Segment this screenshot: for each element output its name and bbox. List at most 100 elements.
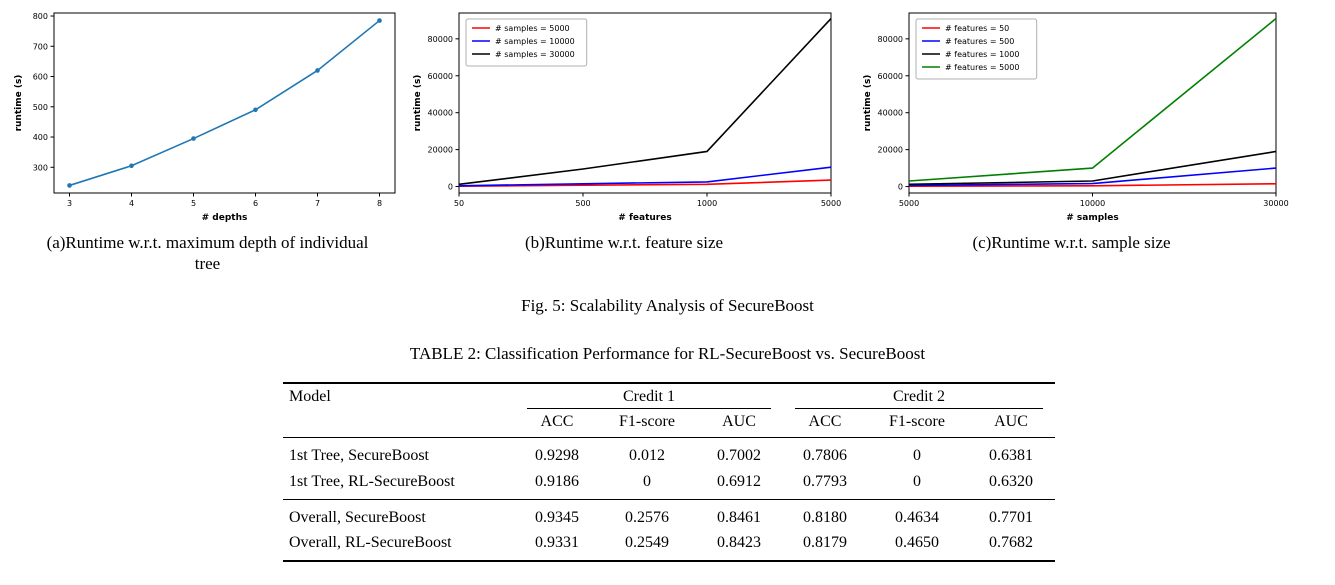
x-tick-label: 500 xyxy=(575,199,590,208)
series-line xyxy=(458,17,832,186)
legend-label: # features = 1000 xyxy=(945,50,1019,59)
data-point-marker xyxy=(129,163,134,169)
value-cell: 0.9331 xyxy=(535,533,579,551)
table-row: 1st Tree, RL-SecureBoost 0.9186 0 0.6912… xyxy=(283,469,1055,500)
series-line xyxy=(908,167,1277,187)
y-tick-label: 60000 xyxy=(428,72,453,81)
value-cell: 0.8180 xyxy=(783,498,867,530)
value-cell: 0.8461 xyxy=(695,498,783,530)
table-subheader-row: ACC F1-score AUC ACC F1-score AUC xyxy=(283,409,1055,439)
y-axis-label: runtime (s) xyxy=(863,75,873,132)
value-cell: 0 xyxy=(913,472,921,490)
table-subheader-auc-2: AUC xyxy=(967,409,1055,439)
legend-box xyxy=(465,18,588,67)
y-axis-label: runtime (s) xyxy=(14,75,24,132)
value-cell: 0.7002 xyxy=(717,447,761,465)
subfigure-a-caption: (a)Runtime w.r.t. maximum depth of indiv… xyxy=(46,233,369,274)
y-tick-label: 80000 xyxy=(428,35,453,44)
series-line xyxy=(458,179,832,188)
y-tick-label: 300 xyxy=(33,163,48,172)
value-cell: 0.2549 xyxy=(625,533,669,551)
value-cell: 0.7793 xyxy=(803,472,847,490)
y-tick-label: 60000 xyxy=(878,72,903,81)
value-cell: 0.4650 xyxy=(895,533,939,551)
y-tick-label: 0 xyxy=(898,183,903,192)
series-line xyxy=(908,17,1277,182)
x-tick-label: 50 xyxy=(454,199,464,208)
value-cell: 0.7701 xyxy=(967,498,1055,530)
value-cell: 0.2576 xyxy=(599,498,695,530)
model-cell: 1st Tree, RL-SecureBoost xyxy=(289,472,455,490)
value-cell: 0.9345 xyxy=(515,498,599,530)
legend-label: # features = 50 xyxy=(945,24,1009,33)
runtime-vs-samples-chart: 0 20000 40000 60000 80000 5000 10000 30000 # sam… xyxy=(863,12,1289,223)
x-tick-label: 6 xyxy=(253,199,258,208)
data-point-marker xyxy=(315,68,320,73)
x-tick-label: 8 xyxy=(377,199,382,208)
table-title: TABLE 2: Classification Performance for … xyxy=(409,344,926,363)
x-tick-label: 5 xyxy=(191,199,196,208)
value-cell: 0 xyxy=(643,472,651,490)
model-cell: Overall, SecureBoost xyxy=(283,498,515,530)
table-subheader-auc-1: AUC xyxy=(695,409,783,439)
legend-label: # samples = 30000 xyxy=(495,50,575,59)
value-cell: 0.6912 xyxy=(717,472,761,490)
plot-area xyxy=(53,12,396,194)
y-tick-label: 800 xyxy=(33,12,48,21)
model-cell: 1st Tree, SecureBoost xyxy=(289,447,429,465)
table-subheader-acc-2: ACC xyxy=(783,409,867,439)
y-tick-label: 400 xyxy=(33,133,48,142)
x-tick-label: 1000 xyxy=(697,199,717,208)
data-point-marker xyxy=(253,107,258,113)
model-cell: Overall, RL-SecureBoost xyxy=(289,533,452,551)
runtime-vs-depth-chart: 300 400 500 600 700 800 3 4 5 6 7 8 # depths runtime … xyxy=(14,12,396,223)
y-tick-label: 20000 xyxy=(878,146,903,155)
data-point-marker xyxy=(67,183,72,188)
series-line xyxy=(69,19,381,187)
legend-label: # samples = 5000 xyxy=(495,24,570,33)
value-cell: 0.6320 xyxy=(989,472,1033,490)
y-tick-label: 40000 xyxy=(428,109,453,118)
legend-box xyxy=(915,18,1038,80)
value-cell: 0.7806 xyxy=(803,447,847,465)
table-group-header-row: Model Credit 1 Credit 2 xyxy=(283,383,1055,439)
x-tick-label: 4 xyxy=(129,199,134,208)
y-tick-label: 20000 xyxy=(428,146,453,155)
subfigure-c: 0 20000 40000 60000 80000 5000 10000 30000 # sam… xyxy=(859,5,1289,253)
x-tick-label: 7 xyxy=(315,199,320,208)
y-tick-label: 600 xyxy=(33,73,48,82)
subfigure-a: 300 400 500 600 700 800 3 4 5 6 7 8 # depths runtime … xyxy=(10,5,405,275)
x-tick-label: 10000 xyxy=(1080,199,1105,208)
series-line xyxy=(908,182,1277,187)
value-cell: 0.8179 xyxy=(803,533,847,551)
x-axis-label: # depths xyxy=(202,213,248,223)
value-cell: 0.4634 xyxy=(867,498,967,530)
value-cell: 0.8423 xyxy=(717,533,761,551)
value-cell: 0.9186 xyxy=(535,472,579,490)
x-tick-label: 5000 xyxy=(899,199,919,208)
x-tick-label: 3 xyxy=(67,199,72,208)
value-cell: 0.012 xyxy=(629,447,665,465)
y-tick-label: 80000 xyxy=(878,35,903,44)
x-tick-label: 30000 xyxy=(1263,199,1288,208)
table-group-credit1: Credit 1 xyxy=(515,383,783,409)
table-subheader-f1-1: F1-score xyxy=(599,409,695,439)
value-cell: 0.9298 xyxy=(535,447,579,465)
x-axis-label: # features xyxy=(618,213,671,223)
y-tick-label: 0 xyxy=(448,183,453,192)
runtime-vs-features-chart: 0 20000 40000 60000 80000 50 500 1000 5000 # feat… xyxy=(413,12,841,223)
table-row: 1st Tree, SecureBoost 0.9298 0.012 0.700… xyxy=(283,438,1055,469)
subfigure-b: 0 20000 40000 60000 80000 50 500 1000 5000 # feat… xyxy=(409,5,841,253)
y-axis-label: runtime (s) xyxy=(413,75,423,132)
subfigure-c-caption: (c)Runtime w.r.t. sample size xyxy=(972,233,1171,252)
y-tick-label: 500 xyxy=(33,103,48,112)
legend-label: # features = 500 xyxy=(945,37,1014,46)
legend-label: # samples = 10000 xyxy=(495,37,575,46)
subfigure-b-caption: (b)Runtime w.r.t. feature size xyxy=(524,233,724,252)
value-cell: 0.7682 xyxy=(989,533,1033,551)
value-cell: 0 xyxy=(913,447,921,465)
series-line xyxy=(908,150,1277,186)
table-row: Overall, RL-SecureBoost 0.9331 0.2549 0.… xyxy=(283,530,1055,561)
table-subheader-acc-1: ACC xyxy=(515,409,599,439)
